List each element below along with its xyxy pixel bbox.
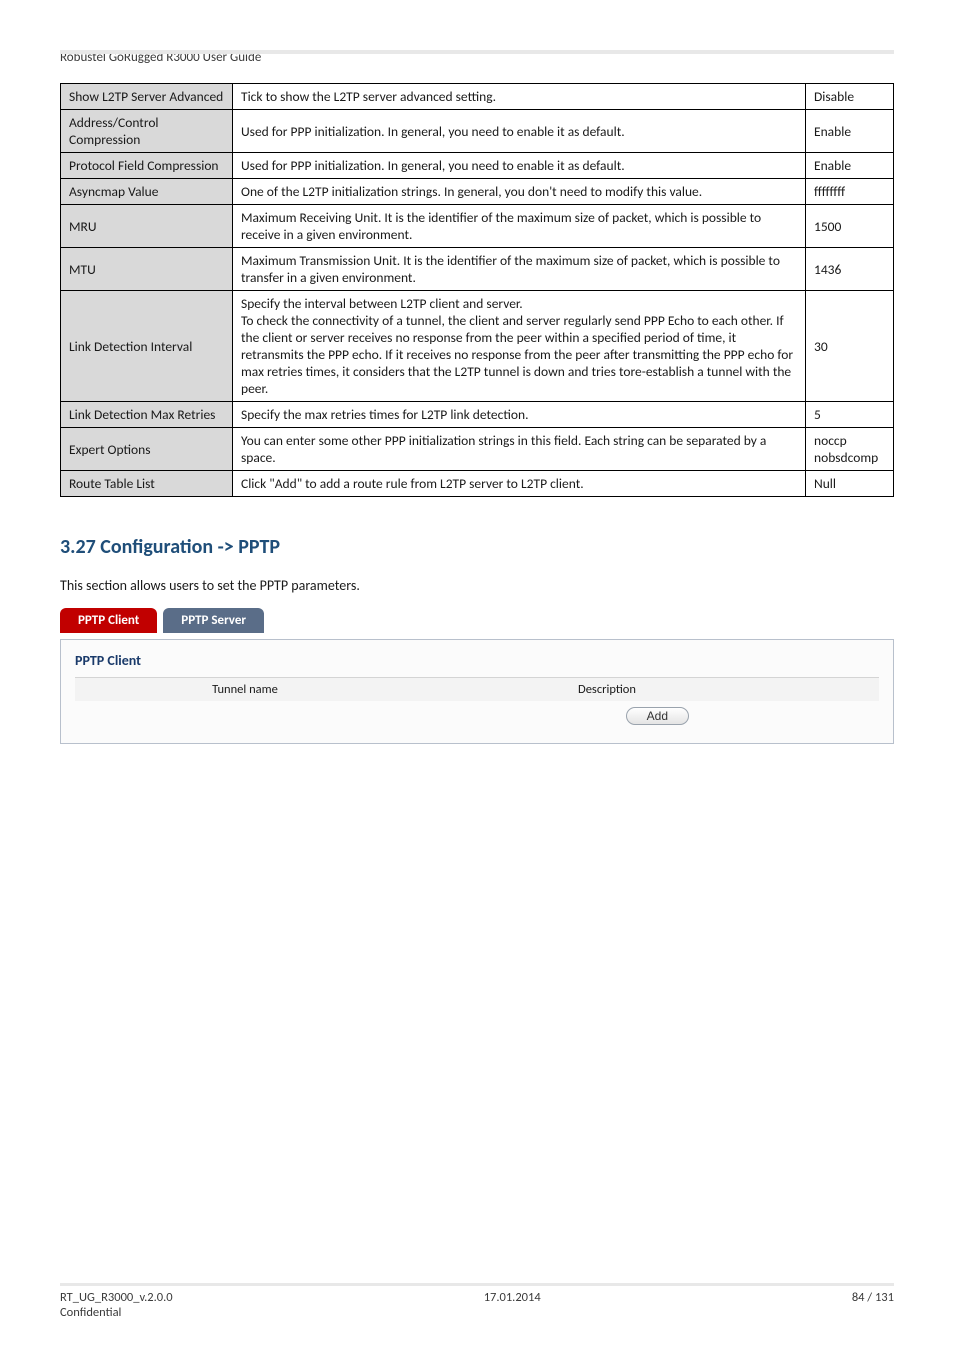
pptp-col-tunnel: Tunnel name — [155, 678, 335, 701]
param-default: Enable — [806, 153, 894, 179]
footer-docid: RT_UG_R3000_v.2.0.0 — [60, 1290, 173, 1305]
pptp-header-row: Tunnel name Description — [75, 677, 879, 701]
param-desc: You can enter some other PPP initializat… — [233, 428, 806, 471]
table-row: Show L2TP Server AdvancedTick to show th… — [61, 84, 894, 110]
param-name: Address/Control Compression — [61, 110, 233, 153]
param-name: MRU — [61, 205, 233, 248]
section-heading: 3.27 Configuration -> PPTP — [60, 535, 894, 559]
pptp-client-panel: PPTP Client Tunnel name Description Add — [60, 639, 894, 744]
footer-right: 84 / 131 — [852, 1290, 894, 1305]
footer-center: 17.01.2014 — [484, 1290, 541, 1305]
param-default: 1500 — [806, 205, 894, 248]
param-default: 1436 — [806, 248, 894, 291]
param-desc: Tick to show the L2TP server advanced se… — [233, 84, 806, 110]
param-default: Disable — [806, 84, 894, 110]
param-name: Show L2TP Server Advanced — [61, 84, 233, 110]
tab-pptp-client[interactable]: PPTP Client — [60, 608, 157, 633]
param-name: Asyncmap Value — [61, 179, 233, 205]
param-desc: Maximum Receiving Unit. It is the identi… — [233, 205, 806, 248]
pptp-header-spacer — [75, 678, 155, 701]
param-name: Link Detection Interval — [61, 291, 233, 402]
param-desc: Used for PPP initialization. In general,… — [233, 153, 806, 179]
param-default: 5 — [806, 402, 894, 428]
param-desc: Used for PPP initialization. In general,… — [233, 110, 806, 153]
param-desc: Specify the interval between L2TP client… — [233, 291, 806, 402]
section-intro: This section allows users to set the PPT… — [60, 577, 894, 594]
param-name: MTU — [61, 248, 233, 291]
param-name: Protocol Field Compression — [61, 153, 233, 179]
param-desc: Specify the max retries times for L2TP l… — [233, 402, 806, 428]
footer-divider — [60, 1283, 894, 1286]
param-name: Expert Options — [61, 428, 233, 471]
table-row: Protocol Field CompressionUsed for PPP i… — [61, 153, 894, 179]
header-divider — [60, 50, 894, 54]
pptp-add-row: Add — [75, 701, 879, 725]
param-desc: Maximum Transmission Unit. It is the ide… — [233, 248, 806, 291]
param-default: Null — [806, 471, 894, 497]
param-default: noccp nobsdcomp — [806, 428, 894, 471]
param-name: Link Detection Max Retries — [61, 402, 233, 428]
table-row: MRUMaximum Receiving Unit. It is the ide… — [61, 205, 894, 248]
table-row: Route Table ListClick "Add" to add a rou… — [61, 471, 894, 497]
param-default: Enable — [806, 110, 894, 153]
param-name: Route Table List — [61, 471, 233, 497]
page-footer: RT_UG_R3000_v.2.0.0 17.01.2014 84 / 131 … — [60, 1283, 894, 1320]
table-row: Link Detection IntervalSpecify the inter… — [61, 291, 894, 402]
param-default: 30 — [806, 291, 894, 402]
table-row: Link Detection Max RetriesSpecify the ma… — [61, 402, 894, 428]
table-row: Address/Control CompressionUsed for PPP … — [61, 110, 894, 153]
table-row: Expert OptionsYou can enter some other P… — [61, 428, 894, 471]
tab-bar: PPTP Client PPTP Server — [60, 608, 894, 633]
config-table: Show L2TP Server AdvancedTick to show th… — [60, 83, 894, 497]
table-row: MTUMaximum Transmission Unit. It is the … — [61, 248, 894, 291]
table-row: Asyncmap ValueOne of the L2TP initializa… — [61, 179, 894, 205]
tab-pptp-server[interactable]: PPTP Server — [163, 608, 264, 633]
footer-left: RT_UG_R3000_v.2.0.0 — [60, 1290, 173, 1305]
param-default: ffffffff — [806, 179, 894, 205]
add-button[interactable]: Add — [626, 707, 689, 725]
param-desc: Click "Add" to add a route rule from L2T… — [233, 471, 806, 497]
param-desc: One of the L2TP initialization strings. … — [233, 179, 806, 205]
pptp-col-desc: Description — [335, 678, 879, 701]
pptp-panel-title: PPTP Client — [75, 652, 879, 669]
footer-confidential: Confidential — [60, 1305, 894, 1320]
